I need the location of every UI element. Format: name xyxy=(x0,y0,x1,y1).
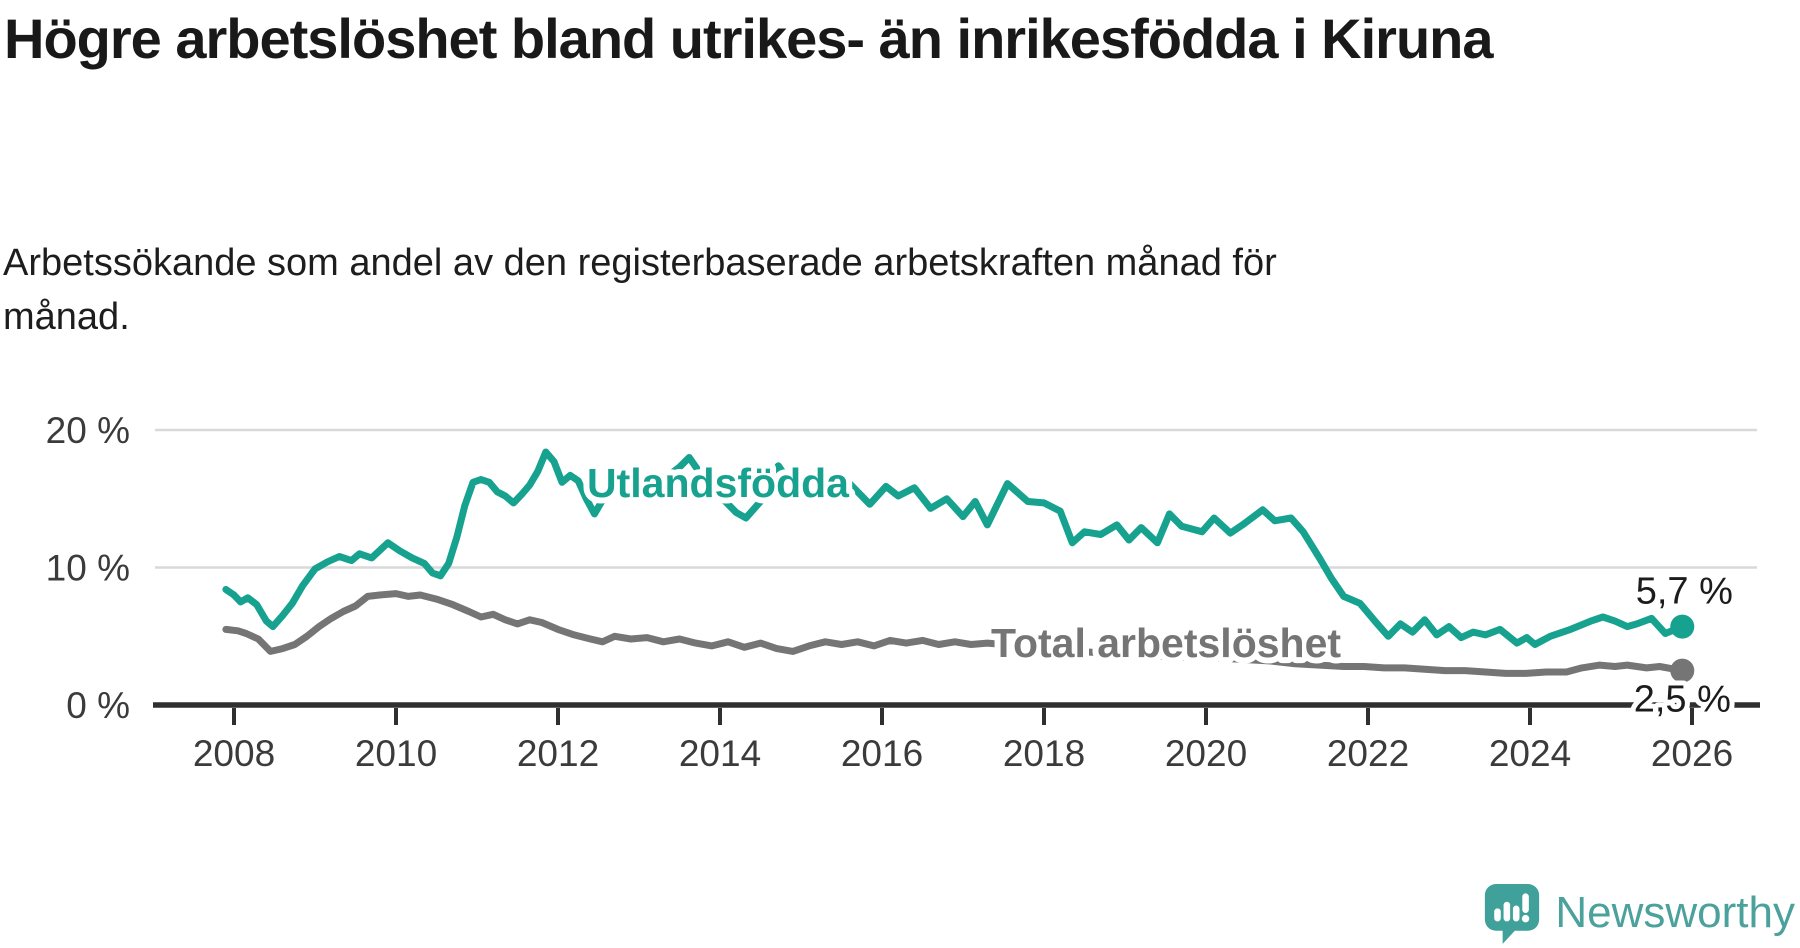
x-axis-tick-label: 2020 xyxy=(1165,733,1247,774)
series-line-total-arbetsl-shet xyxy=(222,590,1686,677)
x-axis-tick-label: 2014 xyxy=(679,733,761,774)
x-axis-tick-label: 2022 xyxy=(1327,733,1409,774)
x-axis-tick-label: 2024 xyxy=(1489,733,1571,774)
x-axis-tick-label: 2010 xyxy=(355,733,437,774)
page-title: Högre arbetslöshet bland utrikes- än inr… xyxy=(4,7,1494,70)
series-end-dot-total-arbetsl-shet xyxy=(1670,658,1695,683)
y-axis-tick-label: 20 % xyxy=(46,410,130,451)
series-end-value-utlandsf-dda: 5,7 % xyxy=(1636,571,1733,613)
series-line-utlandsf-dda xyxy=(222,448,1686,648)
series-label-utlandsf-dda: Utlandsfödda xyxy=(587,460,850,506)
x-axis-tick-label: 2016 xyxy=(841,733,923,774)
x-axis-tick-label: 2012 xyxy=(517,733,599,774)
newsworthy-logo-text: Newsworthy xyxy=(1555,888,1795,937)
newsworthy-logo: Newsworthy xyxy=(1483,882,1795,944)
y-axis-tick-label: 0 % xyxy=(66,685,130,726)
series-end-dot-utlandsf-dda xyxy=(1670,614,1695,639)
y-axis-tick-label: 10 % xyxy=(46,548,130,589)
chart-subtitle: Arbetssökande som andel av den registerb… xyxy=(3,242,1277,338)
newsworthy-logo-icon xyxy=(1485,884,1540,944)
x-axis-tick-label: 2026 xyxy=(1651,733,1733,774)
x-axis-tick-label: 2008 xyxy=(193,733,275,774)
x-axis-tick-label: 2018 xyxy=(1003,733,1085,774)
series-label-total-arbetsl-shet: Total arbetslöshet xyxy=(991,620,1341,666)
series-end-value-total-arbetsl-shet: 2,5 % xyxy=(1634,679,1731,721)
